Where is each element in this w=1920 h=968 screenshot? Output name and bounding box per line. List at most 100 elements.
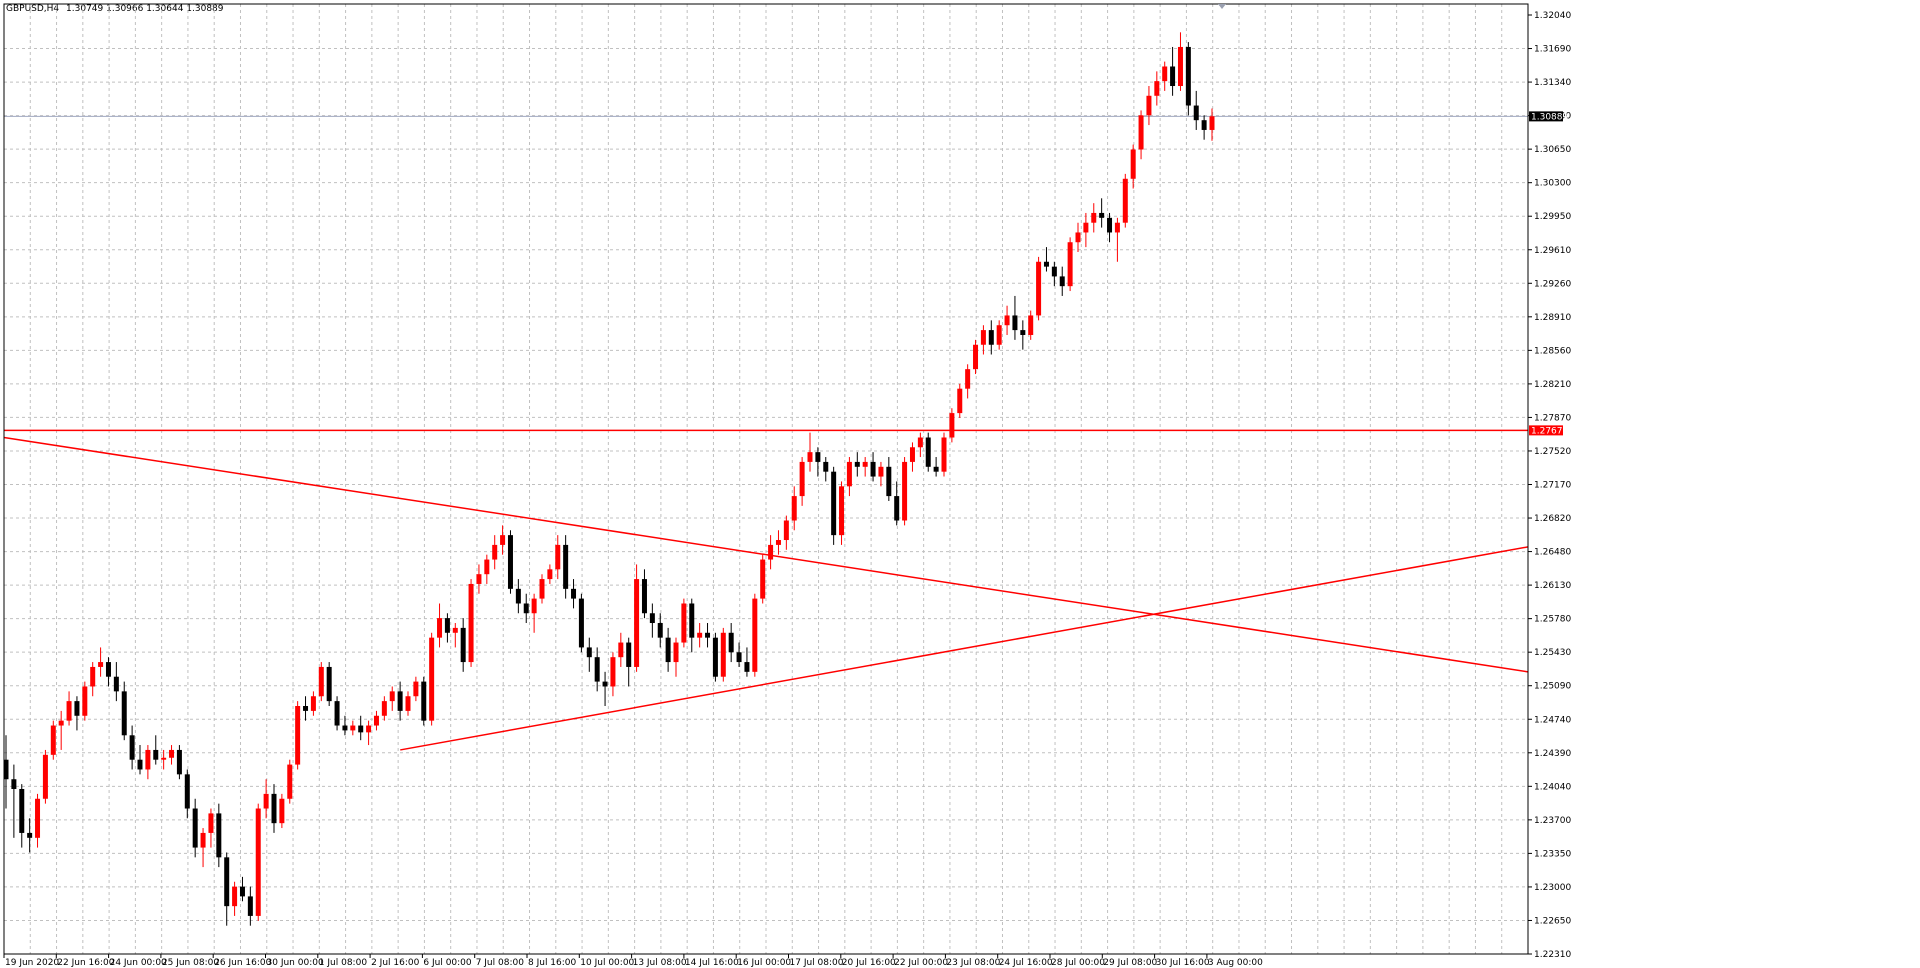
level-price-tag (1529, 425, 1563, 436)
x-tick-label: 19 Jun 2020 (5, 958, 59, 968)
bull-candle (42, 754, 48, 799)
bull-candle (208, 813, 214, 833)
bear-candle (815, 452, 821, 462)
bull-candle (839, 486, 845, 536)
y-tick-label: 1.29950 (1534, 212, 1571, 222)
bull-candle (318, 666, 324, 697)
x-tick-label: 26 Jun 16:00 (214, 958, 271, 968)
bull-candle (1067, 242, 1073, 287)
bear-candle (105, 662, 111, 677)
bear-candle (571, 588, 577, 599)
y-tick-label: 1.28910 (1534, 313, 1571, 323)
x-tick-label: 14 Jul 16:00 (685, 958, 739, 968)
bull-candle (90, 666, 96, 687)
bull-candle (949, 413, 955, 438)
bull-candle (484, 559, 490, 575)
y-tick-label: 1.26820 (1534, 514, 1571, 524)
bull-candle (35, 798, 41, 838)
bull-candle (287, 764, 293, 799)
bull-candle (799, 461, 805, 497)
bull-candle (996, 325, 1002, 345)
bull-candle (437, 618, 443, 638)
x-tick-label: 2 Jul 16:00 (371, 958, 420, 968)
bear-candle (358, 725, 364, 733)
trend-line[interactable] (400, 546, 1529, 751)
y-tick-label: 1.25430 (1534, 648, 1571, 658)
chart-grid (4, 4, 1528, 954)
bear-candle (444, 618, 450, 633)
bull-candle (673, 642, 679, 663)
bear-candle (1185, 46, 1191, 106)
candlestick-series (3, 32, 1215, 926)
bear-candle (1099, 212, 1105, 218)
bear-candle (397, 691, 403, 711)
bull-candle (909, 447, 915, 462)
bull-candle (295, 706, 301, 765)
bear-candle (586, 647, 592, 658)
bull-candle (846, 461, 852, 487)
bear-candle (326, 666, 332, 702)
bull-candle (50, 725, 56, 755)
bull-candle (610, 657, 616, 687)
bear-candle (626, 642, 632, 667)
bull-candle (1028, 315, 1034, 335)
bear-candle (176, 749, 182, 775)
bear-candle (27, 832, 33, 838)
x-tick-label: 25 Jun 08:00 (162, 958, 219, 968)
bull-candle (862, 461, 868, 467)
y-tick-label: 1.24740 (1534, 715, 1571, 725)
bull-candle (1075, 232, 1081, 243)
bear-candle (736, 652, 742, 663)
trend-line[interactable] (3, 436, 1529, 673)
bull-candle (973, 344, 979, 370)
x-tick-label: 13 Jul 08:00 (633, 958, 687, 968)
x-tick-label: 6 Jul 00:00 (423, 958, 472, 968)
x-tick-label: 17 Jul 08:00 (790, 958, 844, 968)
bear-candle (192, 808, 198, 848)
y-tick-label: 1.27520 (1534, 447, 1571, 457)
bull-candle (1146, 95, 1152, 116)
bull-candle (169, 749, 175, 758)
x-tick-label: 22 Jul 00:00 (894, 958, 948, 968)
x-tick-label: 16 Jul 00:00 (737, 958, 791, 968)
y-tick-label: 1.26130 (1534, 581, 1571, 591)
chart-shift-marker-icon[interactable] (1218, 4, 1226, 9)
bear-candle (271, 793, 277, 824)
bull-candle (957, 388, 963, 414)
bull-candle (917, 437, 923, 448)
bull-candle (468, 583, 474, 663)
bull-candle (413, 681, 419, 697)
bull-candle (791, 496, 797, 521)
bear-candle (74, 701, 80, 716)
bull-candle (531, 598, 537, 614)
bear-candle (239, 886, 245, 897)
bull-candle (232, 886, 238, 907)
bull-candle (807, 452, 813, 462)
y-tick-label: 1.32040 (1534, 11, 1571, 21)
x-tick-label: 3 Aug 00:00 (1208, 958, 1263, 968)
x-tick-label: 30 Jul 16:00 (1156, 958, 1210, 968)
bull-candle (697, 632, 703, 638)
bear-candle (744, 662, 750, 672)
bull-candle (389, 691, 395, 702)
current-price-tag (1529, 111, 1563, 122)
bull-candle (1114, 222, 1120, 233)
price-tags: 1.27673 1.30889 (1529, 111, 1568, 436)
chart-header: GBPUSD,H4 1.30749 1.30966 1.30644 1.3088… (6, 4, 224, 14)
bear-candle (507, 535, 513, 589)
bull-candle (1130, 149, 1136, 179)
bear-candle (988, 330, 994, 345)
bear-candle (334, 701, 340, 726)
bear-candle (19, 788, 25, 833)
bear-candle (11, 779, 17, 789)
bear-candle (578, 598, 584, 648)
chart-axes (3, 3, 1532, 958)
y-tick-label: 1.25090 (1534, 682, 1571, 692)
analysis-lines[interactable] (3, 115, 1529, 751)
x-tick-label: 22 Jun 16:00 (57, 958, 114, 968)
bull-candle (720, 632, 726, 677)
bull-candle (1162, 66, 1168, 82)
bear-candle (247, 896, 253, 916)
bear-candle (886, 466, 892, 497)
